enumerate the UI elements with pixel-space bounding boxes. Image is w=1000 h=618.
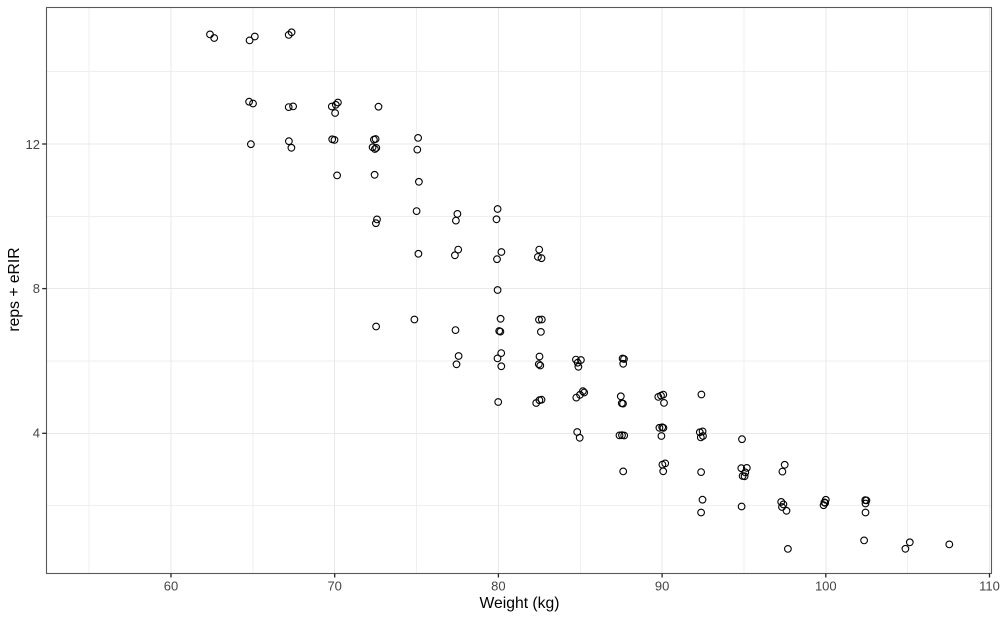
- svg-text:reps + eRIR: reps + eRIR: [6, 247, 23, 331]
- svg-text:8: 8: [33, 281, 40, 296]
- svg-text:4: 4: [33, 426, 40, 441]
- svg-text:90: 90: [655, 579, 669, 594]
- svg-text:100: 100: [815, 579, 837, 594]
- svg-text:Weight (kg): Weight (kg): [480, 595, 560, 612]
- svg-text:70: 70: [327, 579, 341, 594]
- svg-text:110: 110: [979, 579, 1000, 594]
- svg-text:80: 80: [491, 579, 505, 594]
- svg-text:12: 12: [26, 137, 40, 152]
- svg-text:60: 60: [164, 579, 178, 594]
